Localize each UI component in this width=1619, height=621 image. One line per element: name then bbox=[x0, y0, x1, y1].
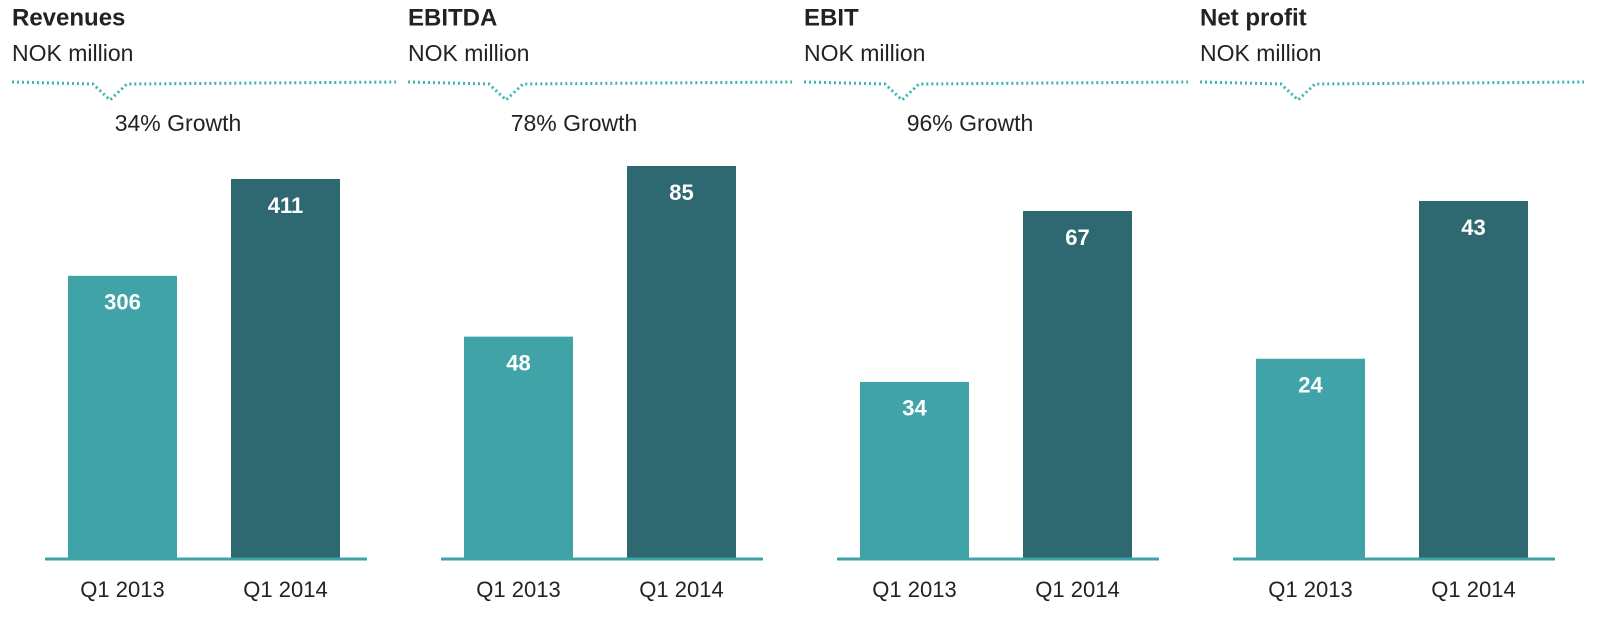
panel-subtitle: NOK million bbox=[408, 40, 529, 66]
bar bbox=[464, 336, 573, 558]
bar bbox=[1419, 201, 1528, 558]
bar bbox=[1256, 358, 1365, 558]
bar bbox=[860, 381, 969, 558]
panel-title: Net profit bbox=[1200, 4, 1307, 31]
value-label: 34 bbox=[902, 396, 927, 421]
bar bbox=[1023, 211, 1132, 558]
value-label: 67 bbox=[1065, 225, 1089, 250]
value-label: 85 bbox=[669, 180, 693, 205]
growth-divider bbox=[407, 80, 793, 103]
value-label: 306 bbox=[104, 290, 141, 315]
growth-divider bbox=[803, 80, 1189, 103]
bar bbox=[627, 166, 736, 558]
panel-title: EBIT bbox=[804, 4, 859, 31]
panel-subtitle: NOK million bbox=[12, 40, 133, 66]
value-label: 43 bbox=[1461, 215, 1485, 240]
x-tick-label: Q1 2013 bbox=[80, 577, 164, 602]
value-label: 24 bbox=[1298, 373, 1323, 398]
x-tick-label: Q1 2013 bbox=[476, 577, 560, 602]
growth-label: 96% Growth bbox=[907, 110, 1034, 136]
value-label: 411 bbox=[268, 193, 304, 218]
growth-label: 78% Growth bbox=[511, 110, 638, 136]
growth-divider bbox=[11, 80, 397, 103]
x-tick-label: Q1 2014 bbox=[243, 577, 327, 602]
panel-title: Revenues bbox=[12, 4, 125, 31]
growth-label: 34% Growth bbox=[115, 110, 242, 136]
x-tick-label: Q1 2014 bbox=[1431, 577, 1515, 602]
x-tick-label: Q1 2014 bbox=[639, 577, 723, 602]
x-tick-label: Q1 2013 bbox=[872, 577, 956, 602]
growth-divider bbox=[1199, 80, 1585, 103]
panel-title: EBITDA bbox=[408, 4, 497, 31]
x-tick-label: Q1 2014 bbox=[1035, 577, 1119, 602]
x-tick-label: Q1 2013 bbox=[1268, 577, 1352, 602]
panel-subtitle: NOK million bbox=[804, 40, 925, 66]
panel-subtitle: NOK million bbox=[1200, 40, 1321, 66]
value-label: 48 bbox=[506, 350, 530, 375]
bar bbox=[68, 275, 177, 558]
bar bbox=[231, 179, 340, 558]
